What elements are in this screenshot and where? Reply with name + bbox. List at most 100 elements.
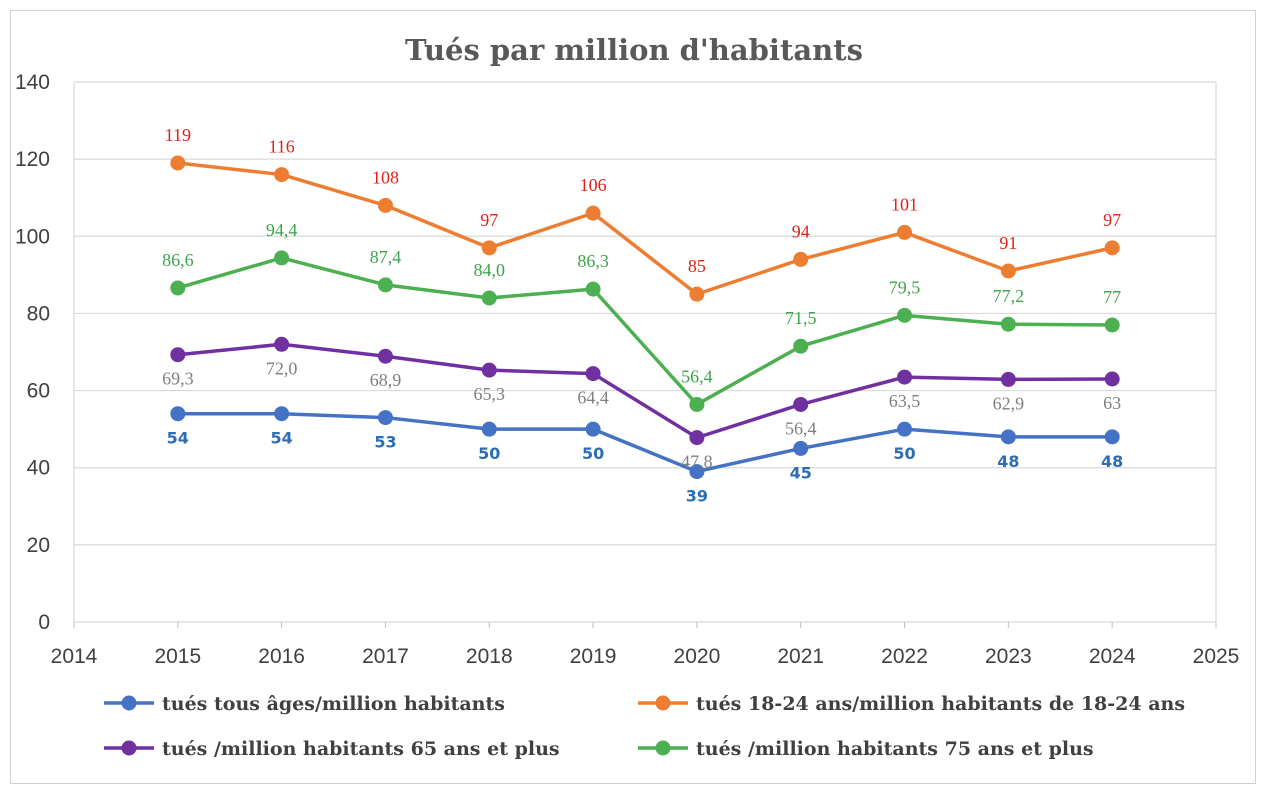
data-label: 72,0 [266, 358, 298, 378]
series-line-3 [177, 342, 1113, 440]
data-label: 45 [790, 463, 812, 482]
data-point [1000, 371, 1016, 387]
legend-marker [655, 740, 671, 756]
data-label: 54 [271, 429, 293, 448]
data-point [1104, 240, 1120, 256]
data-point [481, 290, 497, 306]
x-tick-label: 2025 [1193, 645, 1240, 668]
legend-item: tués tous âges/million habitants [104, 693, 505, 715]
data-point [1104, 429, 1120, 445]
series-line-2 [177, 161, 1113, 296]
data-labels: 54 54 53 50 50 39 45 50 48 48 119 116 108 97 106 85 94 10… [162, 125, 1123, 506]
data-label: 97 [1103, 210, 1121, 230]
data-point [274, 406, 290, 422]
data-label: 86,3 [577, 251, 609, 271]
y-tick-label: 120 [15, 148, 50, 171]
data-label: 65,3 [474, 384, 506, 404]
data-point [170, 280, 186, 296]
legend: tués tous âges/million habitants tués 18-… [104, 693, 1185, 760]
legend-item: tués /million habitants 65 ans et plus [104, 738, 560, 760]
data-point [481, 240, 497, 256]
data-label: 56,4 [785, 418, 817, 438]
x-tick-label: 2019 [570, 645, 617, 668]
data-point [689, 430, 705, 446]
data-label: 79,5 [889, 277, 921, 297]
data-point [585, 421, 601, 437]
data-label: 47,8 [681, 452, 713, 472]
x-tick-label: 2015 [154, 645, 201, 668]
series-line-1 [177, 411, 1113, 474]
data-label: 119 [165, 125, 191, 145]
data-point [1104, 371, 1120, 387]
y-tick-label: 20 [27, 534, 50, 557]
legend-item: tués /million habitants 75 ans et plus [638, 738, 1094, 760]
x-tick-label: 2016 [258, 645, 305, 668]
data-point [897, 224, 913, 240]
data-point [377, 197, 393, 213]
data-label: 77 [1103, 287, 1121, 307]
data-label: 94,4 [266, 220, 298, 240]
y-tick-label: 40 [27, 457, 50, 480]
data-label: 68,9 [370, 370, 402, 390]
data-label: 63,5 [889, 391, 921, 411]
data-label: 91 [999, 233, 1017, 253]
data-label: 85 [688, 256, 706, 276]
data-point [897, 369, 913, 385]
data-point [585, 366, 601, 382]
data-label: 62,9 [993, 393, 1025, 413]
data-label: 39 [686, 487, 708, 506]
data-label: 53 [374, 433, 396, 452]
y-tick-label: 0 [38, 611, 50, 634]
data-point [170, 406, 186, 422]
x-tick-label: 2022 [881, 645, 928, 668]
data-point [897, 307, 913, 323]
y-tick-label: 100 [15, 225, 50, 248]
x-tick-label: 2023 [985, 645, 1032, 668]
x-tick-label: 2021 [777, 645, 824, 668]
data-label: 94 [792, 221, 810, 241]
data-point [793, 338, 809, 354]
data-point [689, 396, 705, 412]
x-tick-label: 2020 [674, 645, 721, 668]
data-point [377, 348, 393, 364]
data-label: 48 [997, 452, 1019, 471]
data-point [274, 250, 290, 266]
data-point [274, 167, 290, 183]
data-point [793, 251, 809, 267]
data-label: 71,5 [785, 308, 817, 328]
data-point [274, 336, 290, 352]
legend-marker [121, 740, 137, 756]
data-point [1000, 429, 1016, 445]
legend-item: tués 18-24 ans/million habitants de 18-2… [638, 693, 1185, 715]
x-tick-label: 2024 [1089, 645, 1136, 668]
series-line-4 [177, 256, 1113, 407]
x-tick-label: 2014 [51, 645, 98, 668]
data-point [170, 347, 186, 363]
data-label: 50 [893, 444, 915, 463]
y-axis: 0 20 40 60 80 100 120 140 [15, 71, 50, 634]
data-label: 50 [478, 444, 500, 463]
data-point [897, 421, 913, 437]
data-label: 64,4 [577, 388, 609, 408]
data-point [1000, 263, 1016, 279]
data-label: 116 [268, 137, 294, 157]
data-point [585, 205, 601, 221]
data-point [585, 281, 601, 297]
data-point [377, 410, 393, 426]
legend-label: tués 18-24 ans/million habitants de 18-2… [696, 693, 1185, 715]
data-label: 87,4 [370, 247, 402, 267]
data-label: 108 [372, 167, 399, 187]
data-label: 50 [582, 444, 604, 463]
x-axis: 2014 2015 2016 2017 2018 2019 2020 2021 2022 2023… [51, 622, 1240, 668]
data-label: 106 [580, 175, 607, 195]
legend-label: tués /million habitants 75 ans et plus [696, 738, 1094, 760]
data-label: 86,6 [162, 250, 194, 270]
x-tick-label: 2018 [466, 645, 513, 668]
data-point [689, 464, 705, 480]
data-point [1000, 316, 1016, 332]
data-point [170, 155, 186, 171]
legend-marker [121, 695, 137, 711]
x-tick-label: 2017 [362, 645, 409, 668]
data-label: 48 [1101, 452, 1123, 471]
